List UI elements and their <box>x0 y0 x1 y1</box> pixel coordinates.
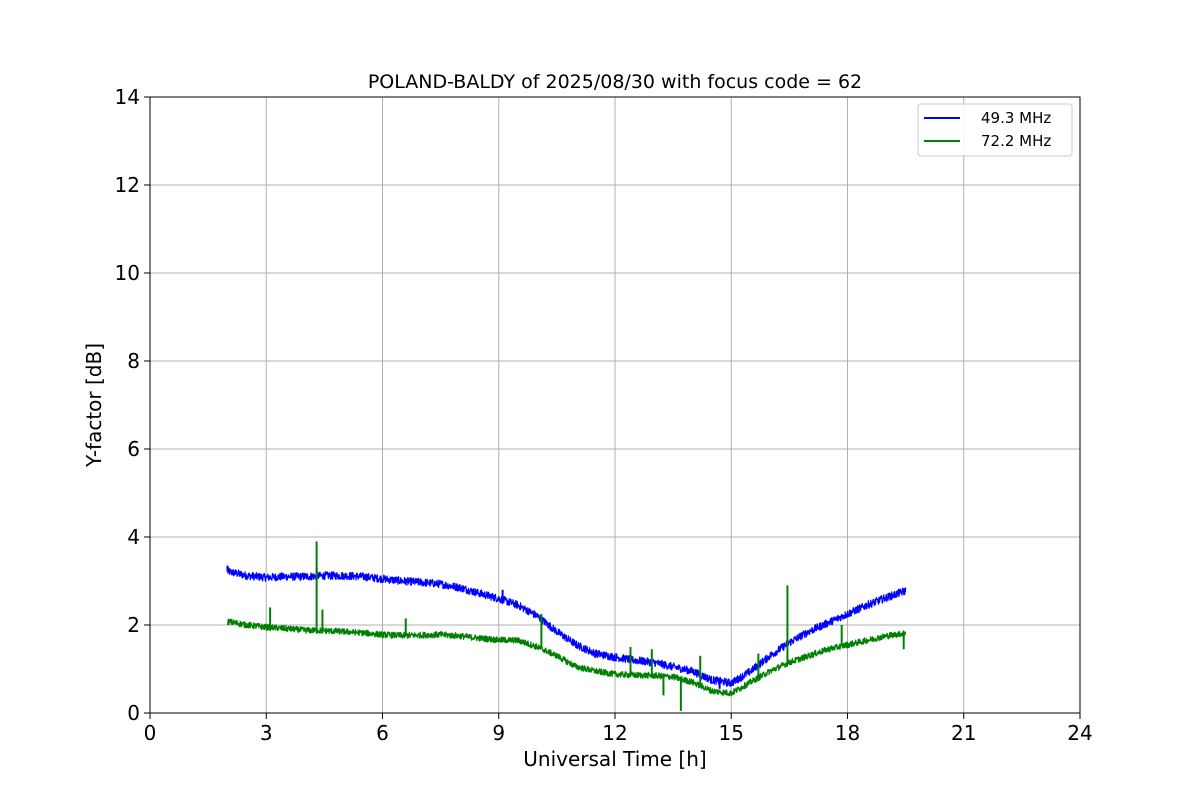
series-line-72-2-mhz <box>226 618 907 697</box>
x-tick-label: 6 <box>376 721 389 745</box>
x-tick-label: 3 <box>260 721 273 745</box>
legend-label-49-3-mhz: 49.3 MHz <box>981 109 1051 127</box>
x-tick-label: 21 <box>951 721 976 745</box>
x-tick-label: 12 <box>602 721 627 745</box>
y-tick-label: 0 <box>127 701 140 725</box>
y-axis-label: Y-factor [dB] <box>82 343 106 468</box>
y-tick-label: 4 <box>127 525 140 549</box>
y-tick-label: 14 <box>115 85 140 109</box>
y-tick-label: 2 <box>127 613 140 637</box>
legend: 49.3 MHz 72.2 MHz <box>917 103 1073 157</box>
legend-label-72-2-mhz: 72.2 MHz <box>981 132 1051 150</box>
y-tick-label: 12 <box>115 173 140 197</box>
x-tick-label: 18 <box>835 721 860 745</box>
y-tick-label: 8 <box>127 349 140 373</box>
y-tick-label: 10 <box>115 261 140 285</box>
x-tick-label: 15 <box>719 721 744 745</box>
chart-title: POLAND-BALDY of 2025/08/30 with focus co… <box>368 71 862 93</box>
series-line-49-3-mhz <box>226 566 907 688</box>
y-tick-label: 6 <box>127 437 140 461</box>
x-tick-label: 24 <box>1067 721 1092 745</box>
x-tick-label: 9 <box>492 721 505 745</box>
x-axis-label: Universal Time [h] <box>523 747 706 771</box>
x-tick-label: 0 <box>144 721 157 745</box>
series-layer <box>226 541 907 711</box>
